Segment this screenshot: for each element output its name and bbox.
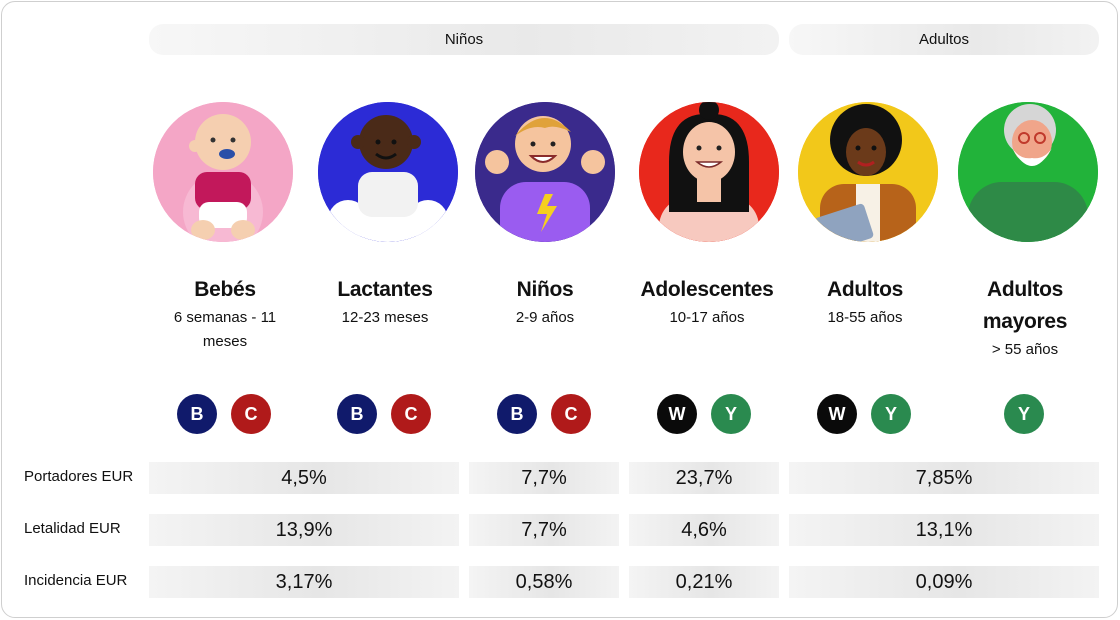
age-range-line: meses: [202, 333, 248, 350]
table-cell: 4,5%: [149, 462, 459, 494]
age-range-toddlers: 12-23 meses: [305, 306, 465, 330]
group-header-label: Niños: [444, 31, 484, 48]
table-cell: 3,17%: [149, 566, 459, 598]
serogroup-badge-b: B: [337, 394, 377, 434]
serogroup-badge-w: W: [657, 394, 697, 434]
table-cell: 7,7%: [469, 514, 619, 546]
group-header-adults: Adultos: [789, 24, 1099, 55]
age-range-adults: 18-55 años: [785, 306, 945, 330]
group-header-children: Niños: [149, 24, 779, 55]
age-range-children: 2-9 años: [465, 306, 625, 330]
serogroup-badge-b: B: [497, 394, 537, 434]
table-cell: 7,7%: [469, 462, 619, 494]
age-range-teens: 10-17 años: [625, 306, 789, 330]
table-cell: 0,58%: [469, 566, 619, 598]
serogroup-badge-c: C: [231, 394, 271, 434]
age-group-title-toddlers: Lactantes: [337, 278, 433, 301]
age-range-babies: 6 semanas - 11 meses: [145, 306, 305, 354]
adult-avatar-icon: [798, 102, 938, 242]
serogroup-badge-c: C: [551, 394, 591, 434]
table-cell: 23,7%: [629, 462, 779, 494]
child-avatar-icon: [475, 102, 615, 242]
table-cell: 4,6%: [629, 514, 779, 546]
table-cell: 13,1%: [789, 514, 1099, 546]
age-group-title-line: mayores: [982, 310, 1068, 333]
toddler-avatar-icon: [318, 102, 458, 242]
serogroup-badge-c: C: [391, 394, 431, 434]
age-range-line: 2-9 años: [515, 309, 575, 326]
age-group-title-seniors: Adultos mayores: [945, 274, 1105, 338]
age-group-title-teens: Adolescentes: [640, 278, 774, 301]
table-cell: 13,9%: [149, 514, 459, 546]
table-cell: 0,09%: [789, 566, 1099, 598]
serogroup-badge-w: W: [817, 394, 857, 434]
serogroup-badge-y: Y: [871, 394, 911, 434]
age-group-title-children: Niños: [516, 278, 574, 301]
serogroup-badge-y: Y: [1004, 394, 1044, 434]
row-label-lethality: Letalidad EUR: [24, 520, 121, 537]
age-range-line: 18-55 años: [827, 309, 903, 326]
age-group-title-line: Adultos: [986, 278, 1064, 301]
senior-avatar-icon: [958, 102, 1098, 242]
age-range-line: 12-23 meses: [341, 309, 429, 326]
age-range-line: 6 semanas - 11: [173, 309, 277, 326]
age-group-title-babies: Bebés: [194, 278, 256, 301]
age-range-seniors: > 55 años: [945, 338, 1105, 362]
serogroup-badge-b: B: [177, 394, 217, 434]
age-range-line: > 55 años: [991, 341, 1059, 358]
teen-avatar-icon: [639, 102, 779, 242]
row-label-incidence: Incidencia EUR: [24, 572, 128, 589]
age-group-title-adults: Adultos: [826, 278, 904, 301]
group-header-label: Adultos: [918, 31, 970, 48]
baby-avatar-icon: [153, 102, 293, 242]
table-cell: 7,85%: [789, 462, 1099, 494]
serogroup-badge-y: Y: [711, 394, 751, 434]
table-cell: 0,21%: [629, 566, 779, 598]
row-label-carriers: Portadores EUR: [24, 468, 134, 485]
age-range-line: 10-17 años: [669, 309, 745, 326]
